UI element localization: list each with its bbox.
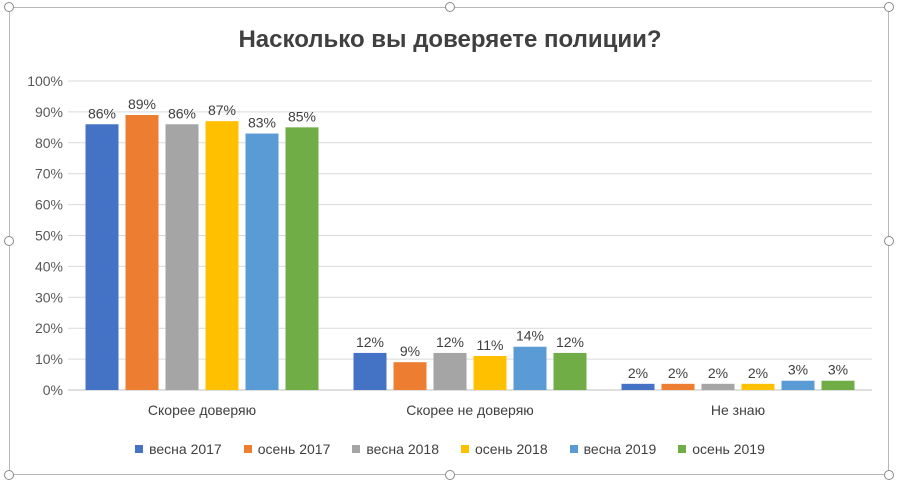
bar-data-label: 86% (168, 105, 196, 121)
legend-label: весна 2019 (583, 441, 657, 457)
legend-swatch (678, 445, 687, 453)
y-tick-label: 90% (35, 104, 63, 120)
legend-item: осень 2017 (243, 441, 331, 457)
bar (205, 121, 239, 391)
bar (353, 352, 387, 390)
y-tick-label: 40% (35, 258, 63, 274)
legend-label: весна 2018 (366, 441, 439, 457)
bar (513, 346, 547, 390)
legend-item: весна 2017 (135, 441, 222, 457)
bar-data-label: 2% (748, 365, 768, 381)
x-category-label: Скорее не доверяю (406, 402, 534, 418)
legend-label: весна 2017 (149, 441, 222, 457)
bar-data-label: 85% (288, 108, 316, 124)
bar (85, 124, 119, 390)
resize-handle-left[interactable] (4, 236, 14, 246)
bar (661, 383, 695, 390)
y-tick-label: 30% (35, 289, 63, 305)
x-category-label: Скорее доверяю (148, 402, 256, 418)
y-tick-label: 20% (35, 320, 63, 336)
chart-title: Насколько вы доверяете полиции? (238, 26, 662, 53)
legend-item: осень 2019 (678, 441, 765, 457)
bar-data-label: 14% (516, 328, 544, 344)
bar (165, 124, 199, 390)
bar-data-label: 12% (556, 334, 584, 350)
bar-data-label: 89% (128, 96, 156, 112)
bar-data-label: 12% (436, 334, 464, 350)
resize-handle-top-right[interactable] (884, 2, 894, 12)
legend-item: весна 2019 (569, 441, 657, 457)
bar-data-label: 3% (788, 362, 808, 378)
resize-handle-bottom-right[interactable] (884, 470, 894, 480)
bar (433, 352, 467, 390)
y-tick-label: 80% (35, 135, 63, 151)
bar-data-label: 2% (668, 365, 688, 381)
bar-data-label: 86% (88, 105, 116, 121)
legend-label: осень 2019 (692, 441, 765, 457)
bar-data-label: 3% (828, 362, 848, 378)
bar (473, 356, 507, 390)
bar (781, 380, 815, 390)
y-tick-label: 100% (27, 73, 63, 89)
bar (553, 352, 587, 390)
bar (741, 383, 775, 390)
resize-handle-bottom[interactable] (445, 470, 455, 480)
bar-data-label: 12% (356, 334, 384, 350)
legend-item: весна 2018 (352, 441, 439, 457)
legend-label: осень 2017 (257, 441, 331, 457)
bar-data-label: 9% (400, 343, 420, 359)
legend-swatch (352, 445, 361, 453)
bar (245, 133, 279, 390)
bar-data-label: 2% (708, 365, 728, 381)
bar (701, 383, 735, 390)
bar-data-label: 87% (208, 102, 236, 118)
y-tick-label: 60% (35, 197, 63, 213)
y-tick-label: 0% (43, 382, 63, 398)
legend-label: осень 2018 (474, 441, 548, 457)
bar (285, 127, 319, 390)
legend-swatch (135, 445, 144, 453)
resize-handle-top[interactable] (445, 2, 455, 12)
bar-data-label: 83% (248, 115, 276, 131)
legend-swatch (243, 445, 252, 453)
bar (821, 380, 855, 390)
bar-data-label: 11% (477, 337, 504, 353)
resize-handle-top-left[interactable] (4, 2, 14, 12)
resize-handle-bottom-left[interactable] (4, 470, 14, 480)
resize-handle-right[interactable] (884, 236, 894, 246)
legend-item: осень 2018 (460, 441, 548, 457)
bar-data-label: 2% (628, 365, 648, 381)
legend-swatch (460, 445, 469, 453)
legend-swatch (569, 445, 578, 453)
bar (125, 114, 159, 391)
bar (621, 383, 655, 390)
bar (393, 362, 427, 390)
chart-legend: весна 2017 осень 2017 весна 2018 осень 2018… (0, 441, 900, 457)
x-category-label: Не знаю (711, 402, 765, 418)
y-tick-label: 70% (35, 166, 63, 182)
y-tick-label: 50% (35, 228, 63, 244)
y-tick-label: 10% (35, 351, 63, 367)
